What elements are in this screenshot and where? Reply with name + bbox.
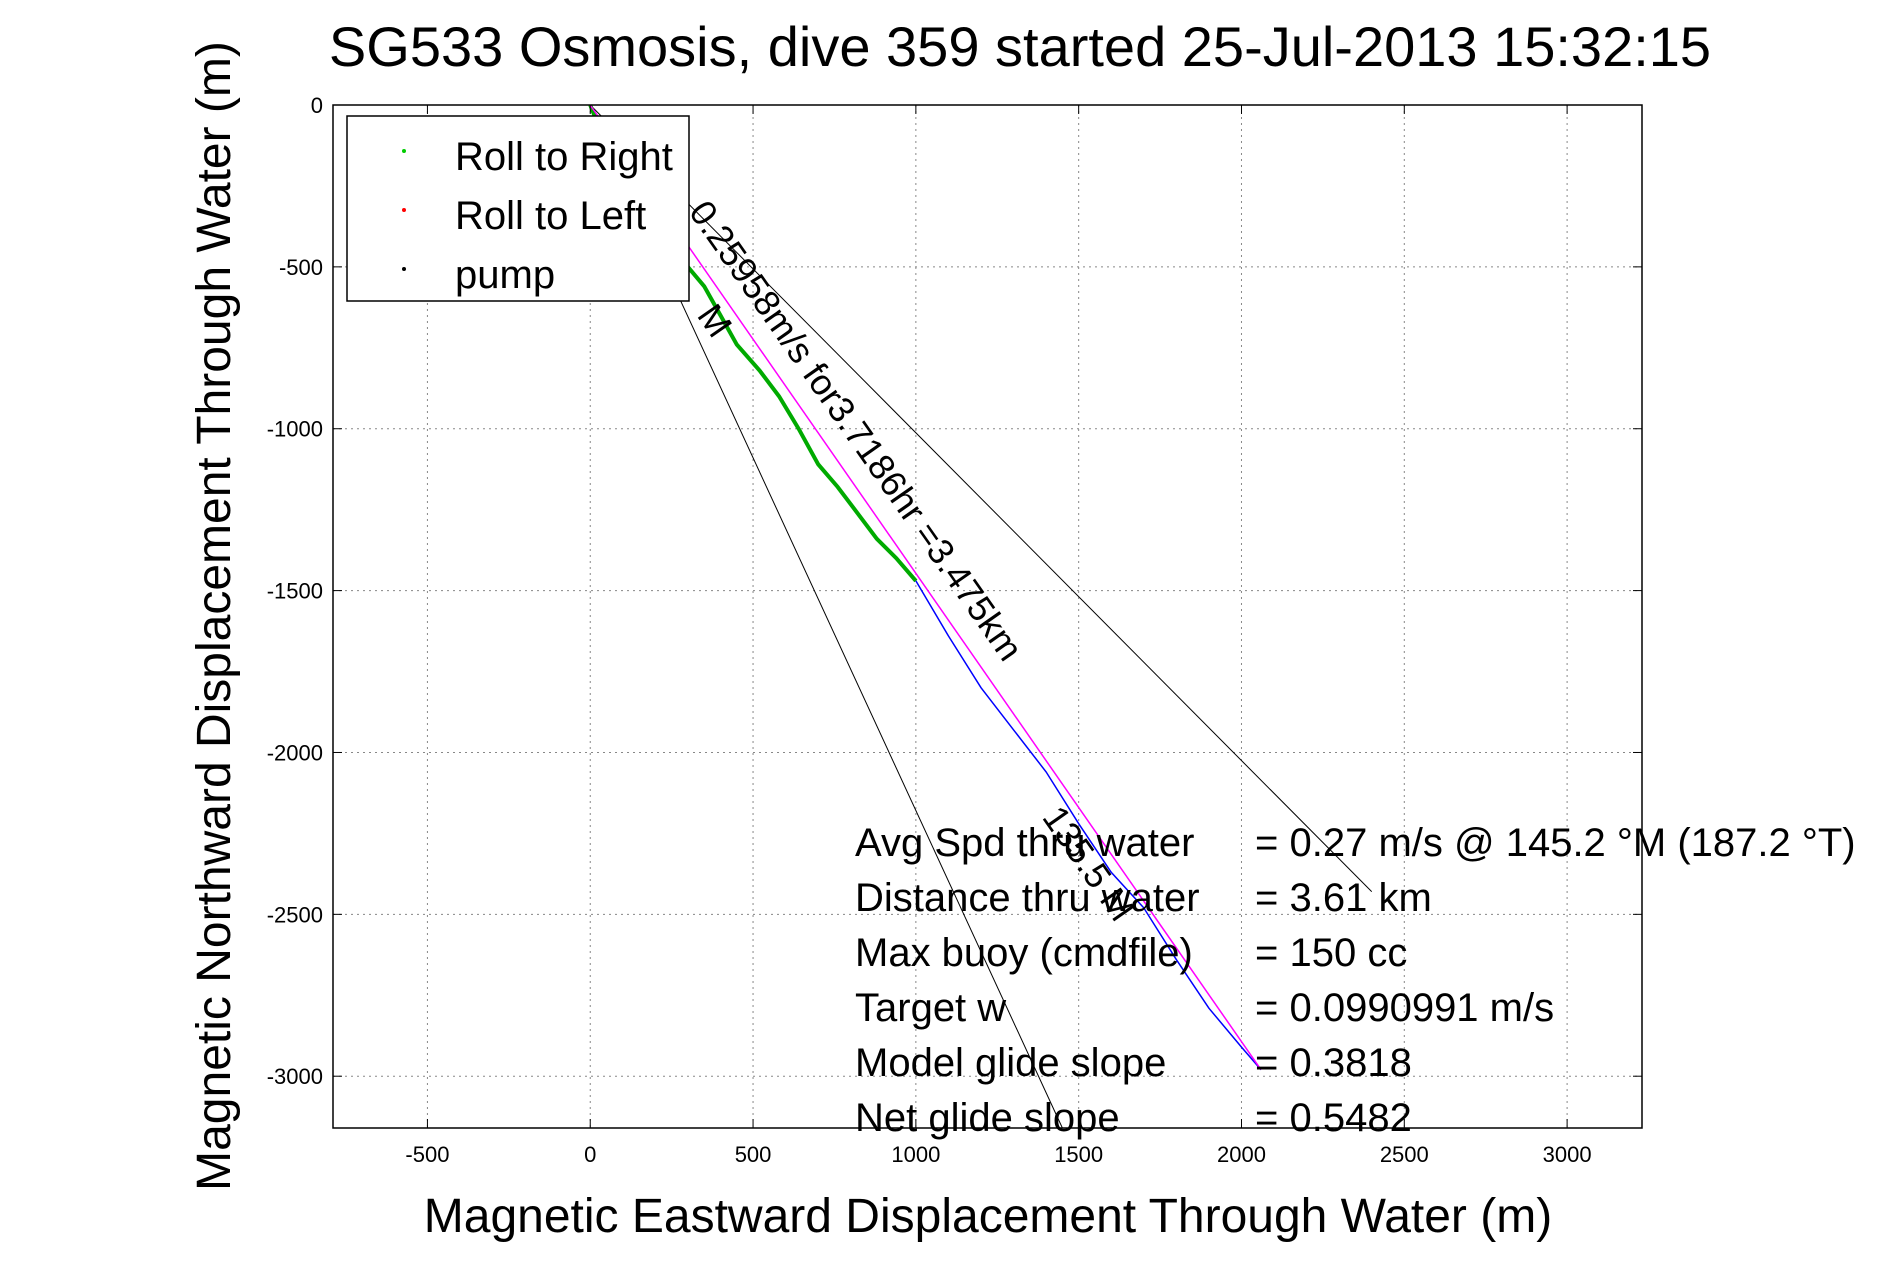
x-tick-label: 500 (735, 1142, 772, 1167)
stat-value: = 0.3818 (1255, 1041, 1412, 1085)
stat-value: = 3.61 km (1255, 876, 1432, 920)
series-line (589, 104, 1262, 1071)
reference-line (589, 104, 1373, 893)
y-tick-label: -2000 (267, 740, 323, 765)
stat-value: = 0.0990991 m/s (1255, 986, 1554, 1030)
stat-label: Distance thru water (855, 876, 1200, 920)
y-tick-label: -500 (279, 255, 323, 280)
legend-marker-roll-right (402, 149, 406, 153)
legend-label-pump: pump (455, 253, 555, 297)
y-tick-label: -1500 (267, 579, 323, 604)
legend-marker-pump (402, 267, 406, 271)
stats-block: Avg Spd thru water = 0.27 m/s @ 145.2 °M… (855, 821, 1856, 1140)
stat-label: Net glide slope (855, 1096, 1120, 1140)
stat-value: = 150 cc (1255, 931, 1407, 975)
y-tick-label: -2500 (267, 902, 323, 927)
y-axis-label: Magnetic Northward Displacement Through … (188, 41, 241, 1191)
y-tick-label: -3000 (267, 1064, 323, 1089)
y-tick-label: -1000 (267, 417, 323, 442)
stat-value: = 0.27 m/s @ 145.2 °M (187.2 °T) (1255, 821, 1856, 865)
series-line (915, 580, 1262, 1071)
y-axis-ticks: 0 -500 -1000 -1500 -2000 -2500 -3000 (267, 93, 1642, 1089)
x-tick-label: 1000 (891, 1142, 940, 1167)
stat-label: Avg Spd thru water (855, 821, 1194, 865)
x-axis-label: Magnetic Eastward Displacement Through W… (424, 1190, 1552, 1243)
y-tick-label: 0 (311, 93, 323, 118)
x-tick-label: 1500 (1054, 1142, 1103, 1167)
x-tick-label: 0 (584, 1142, 596, 1167)
legend-label-roll-left: Roll to Left (455, 194, 646, 238)
x-tick-label: 2500 (1380, 1142, 1429, 1167)
x-axis-ticks: -500 0 500 1000 1500 2000 2500 3000 (405, 105, 1592, 1167)
stat-label: Target w (855, 986, 1006, 1030)
x-tick-label: 3000 (1543, 1142, 1592, 1167)
x-tick-label: 2000 (1217, 1142, 1266, 1167)
stat-label: Model glide slope (855, 1041, 1166, 1085)
x-tick-label: -500 (405, 1142, 449, 1167)
plot-frame (332, 104, 1643, 1129)
legend: Roll to Right Roll to Left pump (346, 115, 690, 302)
stat-label: Max buoy (cmdfile) (855, 931, 1193, 975)
chart-title: SG533 Osmosis, dive 359 started 25-Jul-2… (329, 15, 1711, 78)
legend-label-roll-right: Roll to Right (455, 135, 673, 179)
stat-value: = 0.5482 (1255, 1096, 1412, 1140)
legend-marker-roll-left (402, 208, 406, 212)
grid (333, 104, 1642, 1128)
